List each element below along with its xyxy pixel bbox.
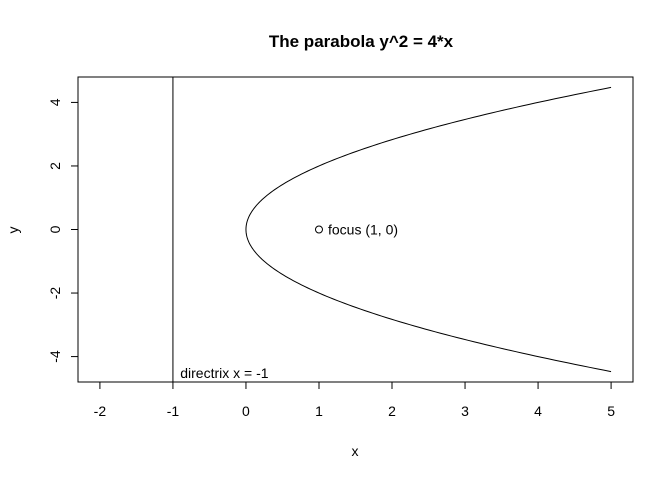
- chart-title: The parabola y^2 = 4*x: [269, 32, 454, 51]
- x-tick-label: -2: [94, 403, 107, 419]
- x-tick-label: -1: [167, 403, 180, 419]
- x-tick-label: 4: [534, 403, 542, 419]
- x-tick-label: 0: [242, 403, 250, 419]
- y-tick-label: -4: [47, 350, 63, 363]
- x-axis-label: x: [352, 443, 359, 459]
- y-axis: -4 -2 0 2 4: [47, 98, 79, 363]
- y-tick-label: 2: [47, 162, 63, 170]
- focus-label: focus (1, 0): [328, 222, 398, 238]
- y-axis-label: y: [5, 227, 21, 234]
- plot-content: directrix x = -1 focus (1, 0): [172, 77, 612, 382]
- y-tick-label: -2: [47, 287, 63, 300]
- y-tick-label: 0: [47, 225, 63, 233]
- x-axis: -2 -1 0 1 2 3 4 5: [94, 381, 615, 419]
- y-tick-label: 4: [47, 98, 63, 106]
- x-tick-label: 5: [607, 403, 615, 419]
- x-tick-label: 3: [461, 403, 469, 419]
- directrix-label: directrix x = -1: [180, 365, 269, 381]
- parabola-curve: [245, 86, 612, 373]
- x-tick-label: 1: [315, 403, 323, 419]
- x-tick-label: 2: [388, 403, 396, 419]
- focus-point: [314, 225, 323, 234]
